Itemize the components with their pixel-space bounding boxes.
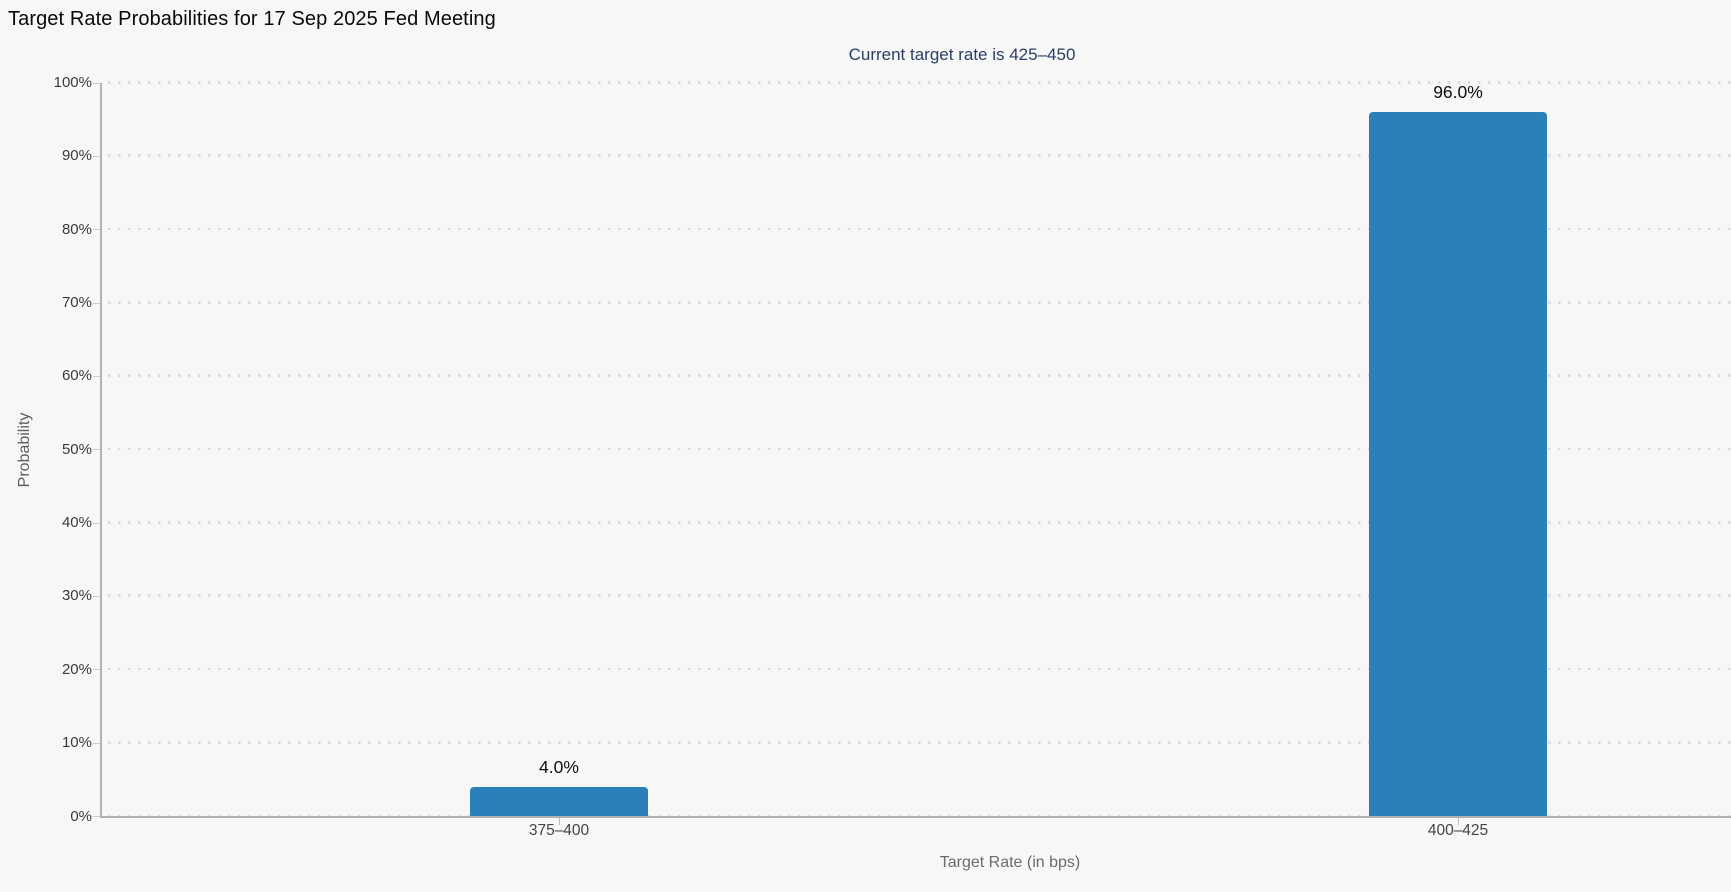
gridline-20% xyxy=(108,667,1731,671)
gridline-50% xyxy=(108,447,1731,451)
gridline-0% xyxy=(108,814,1731,817)
bar-375–400[interactable] xyxy=(470,787,648,817)
gridline-30% xyxy=(108,594,1731,597)
gridline-60% xyxy=(108,374,1731,377)
y-tick-label-40%: 40% xyxy=(61,514,92,532)
y-tick-label-70%: 70% xyxy=(61,294,92,312)
bar-value-label-400–425: 96.0% xyxy=(1433,82,1483,103)
y-axis-title: Probability xyxy=(16,412,33,488)
gridline-40% xyxy=(108,521,1731,524)
chart-subtitle: Current target rate is 425–450 xyxy=(848,45,1076,64)
y-tick-60% xyxy=(93,375,101,377)
y-tick-label-0%: 0% xyxy=(70,807,92,825)
y-tick-30% xyxy=(93,595,101,597)
x-tick-label-375–400: 375–400 xyxy=(528,822,590,839)
y-tick-label-30%: 30% xyxy=(61,587,92,605)
y-tick-10% xyxy=(93,742,101,744)
bar-value-label-375–400: 4.0% xyxy=(539,757,579,778)
bar-400–425[interactable] xyxy=(1369,112,1547,817)
x-tick-label-400–425: 400–425 xyxy=(1427,822,1489,839)
y-tick-label-60%: 60% xyxy=(61,367,92,385)
x-tick-375–400 xyxy=(558,818,560,825)
y-tick-label-50%: 50% xyxy=(61,440,92,458)
x-tick-400–425 xyxy=(1457,818,1459,825)
y-tick-20% xyxy=(93,669,101,671)
y-tick-label-20%: 20% xyxy=(61,660,92,678)
gridline-90% xyxy=(108,154,1731,157)
y-tick-label-90%: 90% xyxy=(61,147,92,165)
x-axis-line xyxy=(101,816,1731,818)
y-tick-50% xyxy=(93,449,101,451)
y-tick-100% xyxy=(93,82,101,84)
y-tick-80% xyxy=(93,229,101,231)
y-tick-70% xyxy=(93,302,101,304)
y-axis-line xyxy=(100,83,102,818)
gridline-100% xyxy=(108,81,1731,84)
y-tick-0% xyxy=(93,816,101,817)
chart-title: Target Rate Probabilities for 17 Sep 202… xyxy=(8,8,496,30)
gridline-10% xyxy=(108,741,1731,744)
y-tick-label-100%: 100% xyxy=(53,74,92,91)
y-tick-40% xyxy=(93,522,101,524)
gridline-70% xyxy=(108,301,1731,304)
y-tick-90% xyxy=(93,155,101,157)
x-axis-title: Target Rate (in bps) xyxy=(939,854,1081,871)
y-tick-label-10%: 10% xyxy=(61,734,92,752)
y-tick-label-80%: 80% xyxy=(61,220,92,238)
gridline-80% xyxy=(108,227,1731,231)
